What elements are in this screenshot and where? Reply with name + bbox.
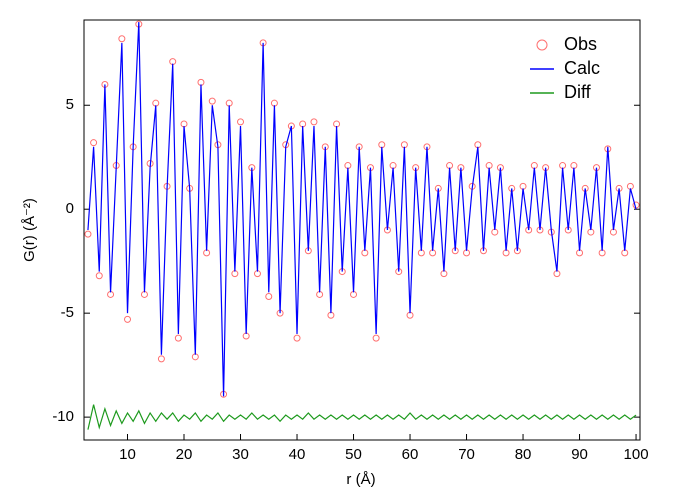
x-tick-label: 90 <box>571 446 588 463</box>
series-line <box>87 22 637 397</box>
x-tick-label: 10 <box>119 446 136 463</box>
y-tick-label: -10 <box>52 408 74 425</box>
obs-point <box>95 272 103 280</box>
obs-point <box>174 334 182 342</box>
obs-point <box>208 97 216 105</box>
x-tick-label: 70 <box>458 446 475 463</box>
obs-point <box>124 315 132 323</box>
x-tick-label: 40 <box>289 446 306 463</box>
obs-point <box>372 334 380 342</box>
legend-label: Calc <box>564 58 600 78</box>
obs-point <box>293 334 301 342</box>
y-tick-label: 5 <box>66 96 74 113</box>
x-axis-label: r (Å) <box>346 471 375 488</box>
x-tick-label: 60 <box>402 446 419 463</box>
x-tick-label: 30 <box>232 446 249 463</box>
y-tick-label: -5 <box>61 304 74 321</box>
x-tick-label: 80 <box>515 446 532 463</box>
legend-label: Diff <box>564 82 592 102</box>
obs-point <box>310 118 318 126</box>
obs-point <box>157 355 165 363</box>
plot-frame <box>83 19 641 441</box>
x-tick-label: 50 <box>345 446 362 463</box>
obs-point <box>84 230 92 238</box>
x-tick-label: 20 <box>176 446 193 463</box>
y-axis-label: G(r) (Å⁻²) <box>21 198 38 262</box>
obs-point <box>118 35 126 43</box>
obs-point <box>265 293 273 301</box>
legend-label: Obs <box>564 34 597 54</box>
obs-point <box>90 139 98 147</box>
series-line <box>87 404 637 430</box>
legend-marker <box>536 39 548 51</box>
y-tick-label: 0 <box>66 200 74 217</box>
obs-point <box>237 118 245 126</box>
x-tick-label: 100 <box>624 446 649 463</box>
